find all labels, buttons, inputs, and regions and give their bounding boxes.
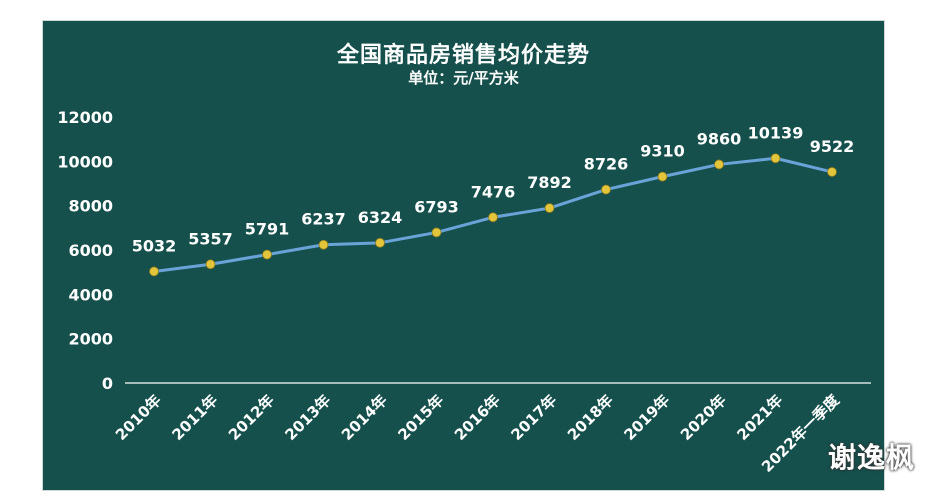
y-tick-label: 8000 [68, 197, 113, 216]
data-point [488, 212, 498, 223]
x-tick-label: 2016年 [451, 391, 504, 444]
data-label: 5791 [245, 220, 290, 239]
data-label: 6237 [301, 210, 346, 229]
x-tick-label: 2018年 [564, 391, 617, 444]
data-point [601, 184, 611, 195]
x-tick-label: 2021年 [733, 391, 786, 444]
x-tick-label: 2020年 [677, 391, 730, 444]
data-point [431, 227, 442, 238]
y-tick-label: 0 [102, 374, 113, 393]
data-point [375, 237, 385, 248]
x-tick-label: 2015年 [394, 391, 447, 444]
data-label: 9310 [640, 142, 685, 161]
data-label: 7476 [471, 182, 516, 201]
y-tick-label: 4000 [68, 285, 113, 304]
data-label: 9522 [810, 137, 855, 156]
data-point [827, 167, 837, 177]
chart-subtitle: 单位：元/平方米 [408, 69, 519, 87]
x-tick-label: 2010年 [112, 391, 165, 444]
data-point [205, 259, 216, 270]
y-tick-label: 2000 [68, 330, 113, 349]
x-tick-label: 2011年 [168, 391, 221, 444]
data-point [657, 171, 668, 182]
data-label: 9860 [697, 129, 742, 148]
data-point [544, 203, 555, 213]
data-label: 8726 [584, 155, 629, 174]
chart-panel: 全国商品房销售均价走势 单位：元/平方米 0 2000 4000 6000 8000 10… [42, 20, 885, 491]
x-tick-label: 2012年 [225, 391, 278, 444]
data-label: 5032 [132, 236, 177, 255]
y-tick-label: 6000 [68, 241, 113, 260]
x-tick-label: 2013年 [281, 391, 334, 444]
chart-title: 全国商品房销售均价走势 [336, 43, 590, 68]
data-point [318, 239, 329, 250]
x-tick-label: 2019年 [620, 391, 673, 444]
x-tick-label: 2017年 [507, 391, 560, 444]
data-label: 7892 [527, 173, 572, 192]
data-label: 6324 [358, 208, 403, 227]
data-label: 10139 [748, 123, 804, 142]
watermark: 谢逸枫 [827, 441, 915, 474]
data-point [149, 266, 159, 277]
data-point [714, 159, 724, 170]
data-point [262, 249, 272, 260]
y-tick-label: 10000 [57, 152, 113, 171]
y-tick-label: 12000 [57, 108, 113, 127]
data-label: 5357 [188, 229, 233, 248]
data-point [770, 153, 781, 164]
data-label: 6793 [414, 197, 459, 216]
x-tick-label: 2014年 [338, 391, 391, 444]
